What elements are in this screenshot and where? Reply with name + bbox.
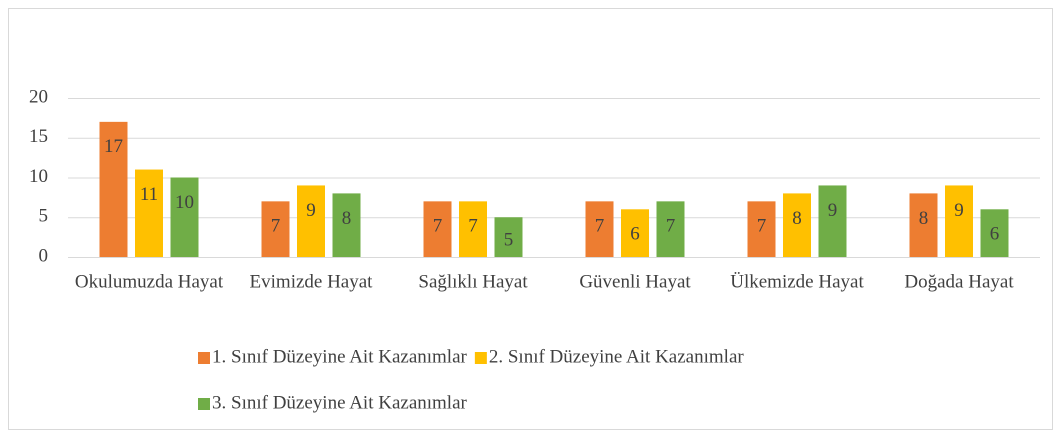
x-tick-label: Sağlıklı Hayat: [418, 271, 528, 292]
bar: [170, 177, 199, 257]
data-label: 7: [271, 216, 281, 237]
data-label: 9: [828, 200, 838, 221]
y-tick-label: 20: [29, 86, 48, 107]
data-label: 7: [433, 216, 443, 237]
bar: [945, 185, 973, 257]
y-tick-label: 15: [29, 126, 48, 147]
legend-swatch: [198, 352, 210, 364]
data-label: 6: [630, 224, 640, 245]
bar: [494, 217, 523, 257]
bar: [99, 121, 128, 257]
y-tick-label: 5: [39, 206, 49, 227]
x-tick-label: Ülkemizde Hayat: [730, 271, 864, 292]
data-label: 5: [504, 229, 514, 250]
bar: [261, 201, 290, 257]
bar: [135, 169, 163, 257]
data-label: 9: [954, 200, 964, 221]
y-tick-label: 10: [29, 166, 48, 187]
data-label: 8: [919, 208, 929, 229]
bar: [980, 209, 1009, 257]
data-label: 17: [104, 136, 123, 157]
x-tick-label: Evimizde Hayat: [250, 271, 374, 292]
bar: [585, 201, 614, 257]
bar: [818, 185, 847, 257]
legend-swatch: [198, 398, 210, 410]
bar: [656, 201, 685, 257]
data-label: 7: [468, 216, 478, 237]
bar: [747, 201, 776, 257]
data-label: 10: [175, 192, 194, 213]
legend-label: 1. Sınıf Düzeyine Ait Kazanımlar: [212, 346, 468, 367]
data-label: 11: [140, 184, 158, 205]
legend-label: 3. Sınıf Düzeyine Ait Kazanımlar: [212, 392, 468, 413]
data-label: 7: [757, 216, 767, 237]
data-label: 8: [342, 208, 352, 229]
x-tick-label: Güvenli Hayat: [579, 271, 691, 292]
x-tick-label: Doğada Hayat: [904, 271, 1014, 292]
bar: [332, 193, 361, 257]
bar: [297, 185, 325, 257]
bar: [423, 201, 452, 257]
bar: [909, 193, 938, 257]
data-label: 9: [306, 200, 316, 221]
data-label: 7: [666, 216, 676, 237]
data-label: 8: [792, 208, 802, 229]
bar: [621, 209, 649, 257]
bar: [783, 193, 811, 257]
x-tick-label: Okulumuzda Hayat: [75, 271, 224, 292]
data-label: 7: [595, 216, 605, 237]
legend-label: 2. Sınıf Düzeyine Ait Kazanımlar: [489, 346, 745, 367]
data-label: 6: [990, 224, 1000, 245]
bar: [459, 201, 487, 257]
legend-swatch: [474, 352, 487, 364]
y-tick-label: 0: [39, 245, 49, 266]
